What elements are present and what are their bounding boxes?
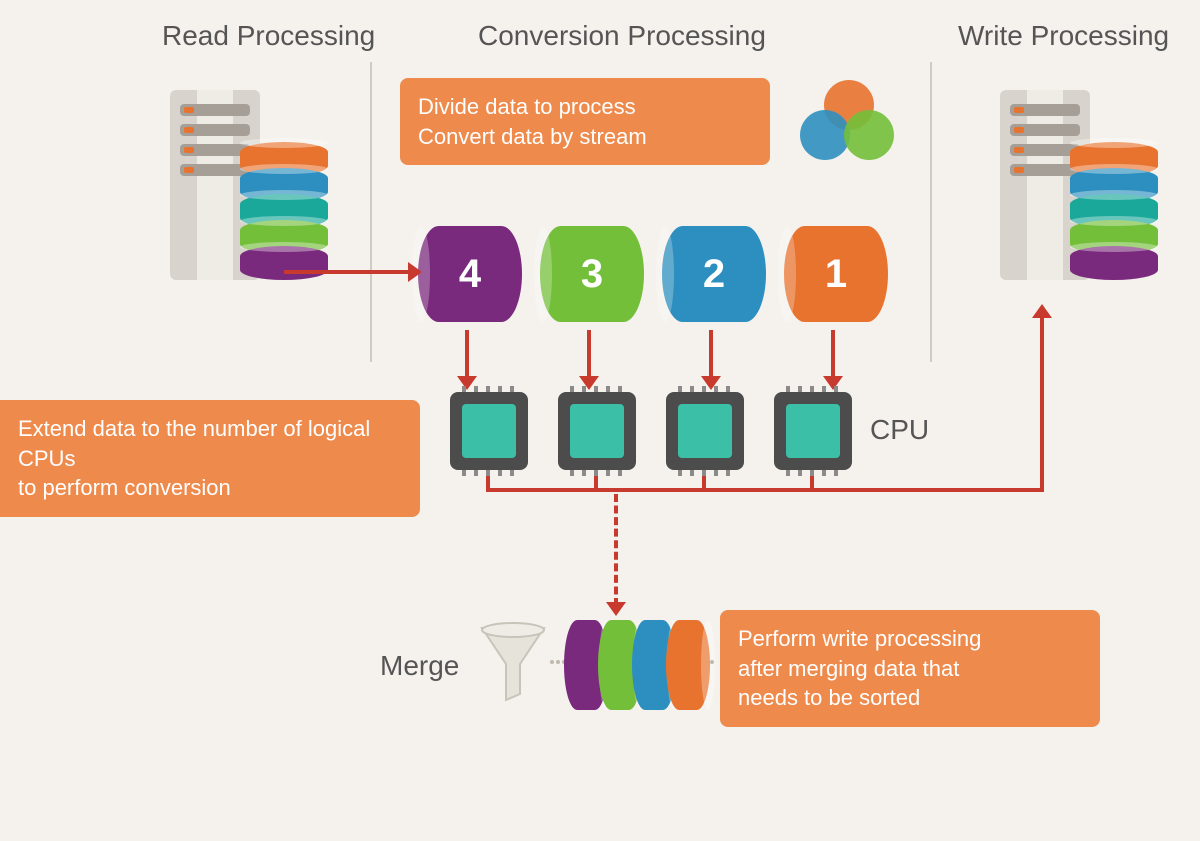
header-read: Read Processing bbox=[162, 20, 375, 52]
callout-perform-line3: needs to be sorted bbox=[738, 683, 1082, 713]
cpu-chip-4 bbox=[774, 392, 852, 470]
callout-divide-line2: Convert data by stream bbox=[418, 122, 752, 152]
diagram-canvas: Read Processing Conversion Processing Wr… bbox=[0, 0, 1200, 800]
callout-extend-line2: to perform conversion bbox=[18, 473, 402, 503]
merged-cylinder bbox=[564, 620, 710, 710]
cpu-chip-1 bbox=[450, 392, 528, 470]
callout-extend: Extend data to the number of logical CPU… bbox=[0, 400, 420, 517]
label-merge: Merge bbox=[380, 650, 459, 682]
divider-left bbox=[370, 62, 372, 362]
process-disk-4: 4 bbox=[418, 226, 522, 322]
callout-perform-line1: Perform write processing bbox=[738, 624, 1082, 654]
server-read-disk-stack bbox=[240, 150, 328, 280]
header-conversion: Conversion Processing bbox=[478, 20, 766, 52]
header-write: Write Processing bbox=[958, 20, 1169, 52]
process-disk-3: 3 bbox=[540, 226, 644, 322]
callout-perform: Perform write processing after merging d… bbox=[720, 610, 1100, 727]
cpu-chip-2 bbox=[558, 392, 636, 470]
label-cpu: CPU bbox=[870, 414, 929, 446]
venn-tricircle-icon bbox=[800, 80, 896, 164]
divider-right bbox=[930, 62, 932, 362]
server-write-disk-stack bbox=[1070, 150, 1158, 280]
cpu-chip-3 bbox=[666, 392, 744, 470]
process-disk-1: 1 bbox=[784, 226, 888, 322]
callout-divide-line1: Divide data to process bbox=[418, 92, 752, 122]
funnel-icon bbox=[478, 622, 548, 702]
callout-perform-line2: after merging data that bbox=[738, 654, 1082, 684]
callout-divide: Divide data to process Convert data by s… bbox=[400, 78, 770, 165]
callout-extend-line1: Extend data to the number of logical CPU… bbox=[18, 414, 402, 473]
process-disk-2: 2 bbox=[662, 226, 766, 322]
